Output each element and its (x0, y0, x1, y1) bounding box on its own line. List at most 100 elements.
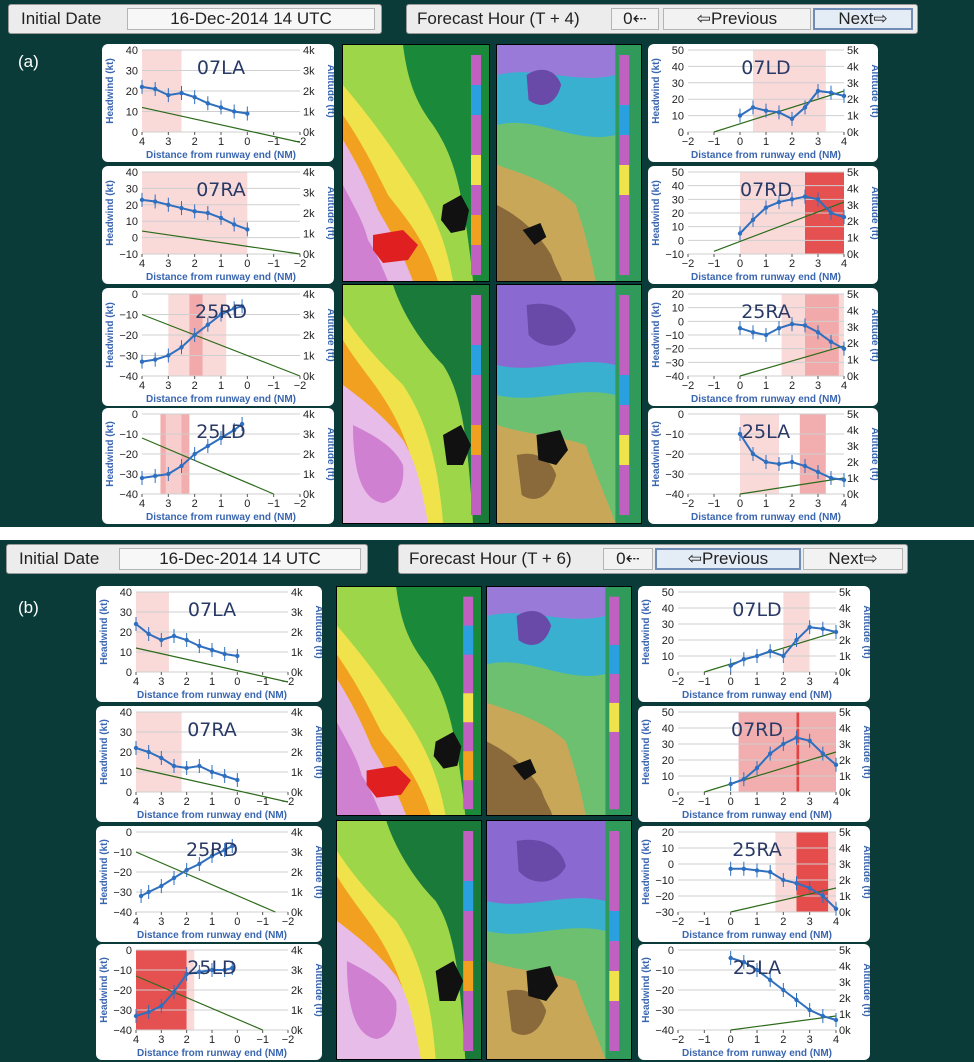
x-tick-label: 4 (833, 676, 839, 688)
x-tick-label: −2 (672, 676, 685, 688)
headwind-point (841, 93, 847, 99)
headwind-point (807, 625, 812, 630)
x-axis-label: Distance from runway end (NM) (691, 512, 841, 523)
headwind-point (833, 906, 839, 911)
y2-tick-label: 5k (839, 827, 851, 839)
y-axis-label: Headwind (kt) (99, 719, 110, 785)
y-tick-label: −30 (113, 1005, 132, 1017)
runway-label: 07LA (188, 599, 236, 621)
headwind-point (146, 749, 151, 755)
wind-map-image (343, 285, 489, 523)
x-tick-label: 4 (841, 136, 847, 148)
previous-button[interactable]: ⇦Previous (663, 8, 811, 30)
x-tick-label: 3 (807, 796, 813, 808)
headwind-point (789, 459, 795, 465)
y2-tick-label: 1k (839, 1009, 851, 1021)
headwind-point (789, 116, 795, 122)
x-tick-label: 2 (789, 136, 795, 148)
y2-tick-label: 4k (303, 409, 315, 421)
headwind-point (192, 332, 197, 338)
headwind-point (159, 755, 164, 761)
y2-tick-label: 2k (847, 94, 859, 106)
x-tick-label: 3 (158, 916, 164, 928)
y-tick-label: 10 (126, 216, 138, 228)
x-tick-label: −2 (672, 1034, 685, 1046)
y2-tick-label: 2k (303, 86, 315, 98)
headwind-point (171, 763, 177, 769)
headwind-point (763, 332, 769, 338)
chart-25RD: −40 −30 −20 −10 0 0k 1k 2k 3k 4k 4 3 2 1 0 −1 −2 Distance… (96, 826, 322, 942)
headwind-point (794, 637, 799, 643)
y-tick-label: 50 (662, 587, 674, 599)
y-tick-label: −10 (655, 875, 674, 887)
x-tick-label: 4 (133, 676, 139, 688)
headwind-point (209, 853, 215, 859)
x-tick-label: −2 (294, 258, 307, 270)
y2-tick-label: 4k (839, 603, 851, 615)
x-tick-label: −2 (294, 380, 307, 392)
y-tick-label: 30 (120, 727, 132, 739)
x-tick-label: 1 (763, 258, 769, 270)
x-axis-label: Distance from runway end (NM) (137, 1048, 287, 1059)
y-tick-label: 20 (126, 86, 138, 98)
runway-label: 07LD (732, 599, 781, 621)
x-tick-label: −1 (256, 676, 269, 688)
headwind-point (231, 222, 237, 227)
y-tick-label: 20 (126, 200, 138, 212)
runway-label: 25LD (187, 957, 236, 979)
x-tick-label: 0 (244, 498, 250, 510)
headwind-point (802, 105, 808, 110)
headwind-point (802, 463, 808, 469)
next-button[interactable]: Next⇨ (803, 548, 903, 570)
initial-date-field[interactable]: 16-Dec-2014 14 UTC (127, 8, 375, 30)
x-tick-label: 0 (737, 258, 743, 270)
glide-path-line (135, 851, 276, 913)
x-tick-label: 2 (184, 796, 190, 808)
initial-date-field[interactable]: 16-Dec-2014 14 UTC (119, 548, 361, 570)
headwind-point (235, 653, 240, 659)
y-tick-label: −20 (665, 344, 684, 356)
y2-tick-label: 2k (291, 867, 303, 879)
headwind-point (767, 869, 773, 875)
y2-tick-label: 1k (303, 469, 315, 481)
x-tick-label: 2 (789, 498, 795, 510)
chart-07LA: 0 10 20 30 40 0k 1k 2k 3k 4k 4 3 2 1 0 −1 −2 Distance fro… (102, 44, 334, 162)
chart-07RD: 0 10 20 30 40 50 0k 1k 2k 3k 4k 5k −2 −1 0 1 2 3 4 Distance… (638, 706, 870, 822)
x-tick-label: 2 (780, 1034, 786, 1046)
y2-axis-label: Altitude (ft) (313, 725, 322, 778)
headwind-point (776, 199, 782, 205)
x-tick-label: 4 (139, 498, 145, 510)
previous-button[interactable]: ⇦Previous (655, 548, 801, 570)
y-tick-label: 0 (678, 235, 684, 247)
y-tick-label: 0 (126, 945, 132, 957)
x-tick-label: −2 (672, 796, 685, 808)
y-tick-label: 10 (120, 767, 132, 779)
headwind-point (205, 101, 211, 106)
next-button[interactable]: Next⇨ (813, 8, 913, 30)
x-tick-label: −1 (708, 258, 721, 270)
y2-axis-label: Altitude (ft) (313, 963, 322, 1016)
y2-axis-label: Altitude (ft) (313, 605, 322, 658)
headwind-point (754, 653, 760, 659)
chart-25RA: −30 −20 −10 0 10 20 0k 1k 2k 3k 4k 5k −2 −1 0 1 2 3 4 Dista… (638, 826, 870, 942)
y2-tick-label: 5k (839, 707, 851, 719)
y2-tick-label: 0k (847, 127, 859, 139)
reset-hour-button[interactable]: 0⇠ (611, 8, 659, 30)
y-tick-label: 20 (120, 627, 132, 639)
y2-tick-label: 2k (291, 627, 303, 639)
headwind-point (133, 1013, 139, 1019)
headwind-point (230, 843, 235, 849)
glide-path-line (730, 887, 837, 913)
shaded-band (796, 832, 829, 912)
headwind-point (171, 875, 177, 881)
x-tick-label: 0 (244, 136, 250, 148)
y-tick-label: 20 (672, 94, 684, 106)
headwind-point (184, 765, 189, 771)
x-tick-label: 3 (165, 380, 171, 392)
y2-tick-label: 3k (847, 322, 859, 334)
reset-hour-button[interactable]: 0⇠ (603, 548, 653, 570)
y2-tick-label: 4k (847, 305, 859, 317)
headwind-point (192, 209, 197, 214)
